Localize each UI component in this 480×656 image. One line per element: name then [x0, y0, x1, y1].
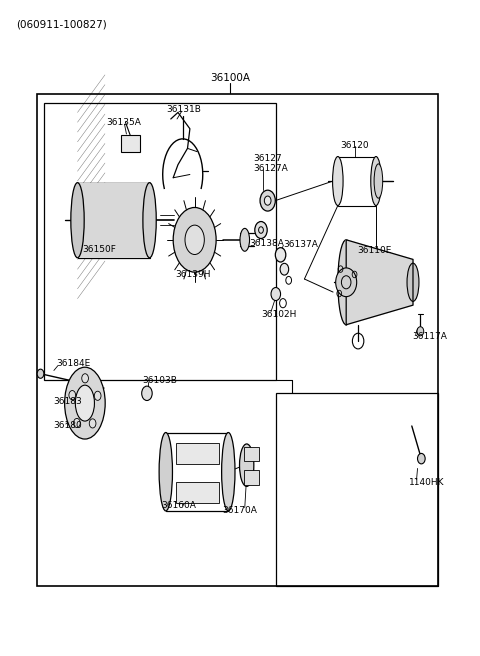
Bar — [37, 94, 438, 586]
Ellipse shape — [143, 182, 156, 258]
Circle shape — [69, 390, 75, 400]
Bar — [77, 182, 150, 258]
Ellipse shape — [407, 263, 419, 301]
Ellipse shape — [75, 385, 95, 421]
Text: 36138A: 36138A — [250, 239, 285, 247]
Ellipse shape — [222, 432, 235, 511]
Ellipse shape — [371, 157, 381, 205]
Ellipse shape — [333, 157, 343, 205]
Text: 36184E: 36184E — [56, 359, 91, 369]
Ellipse shape — [240, 444, 254, 486]
Circle shape — [264, 196, 271, 205]
Ellipse shape — [71, 182, 84, 258]
Text: 36100A: 36100A — [210, 73, 251, 83]
Text: 36137A: 36137A — [283, 240, 318, 249]
Text: 36150F: 36150F — [83, 245, 116, 254]
Circle shape — [73, 419, 80, 428]
Text: 36103B: 36103B — [142, 376, 177, 385]
Circle shape — [89, 419, 96, 428]
Ellipse shape — [374, 164, 383, 198]
Circle shape — [255, 222, 267, 239]
Circle shape — [276, 248, 286, 262]
Ellipse shape — [65, 367, 105, 439]
Bar — [77, 182, 150, 258]
Text: 36160A: 36160A — [161, 501, 196, 510]
Circle shape — [260, 190, 276, 211]
Ellipse shape — [185, 225, 204, 255]
Text: 36139H: 36139H — [176, 270, 211, 279]
Circle shape — [280, 263, 288, 275]
Text: 36183: 36183 — [53, 397, 82, 405]
Bar — [176, 482, 218, 503]
Circle shape — [82, 374, 88, 383]
Ellipse shape — [240, 228, 250, 251]
Ellipse shape — [159, 432, 172, 511]
Bar — [44, 102, 276, 380]
Text: 36180: 36180 — [53, 422, 82, 430]
Text: (060911-100827): (060911-100827) — [16, 19, 107, 30]
Circle shape — [417, 327, 424, 336]
Bar — [244, 470, 259, 485]
Circle shape — [336, 268, 357, 297]
Text: 36170A: 36170A — [222, 506, 257, 516]
Circle shape — [271, 287, 281, 300]
Bar — [244, 447, 259, 461]
Text: 1140HK: 1140HK — [409, 478, 445, 487]
Polygon shape — [346, 240, 413, 325]
Text: 36131B: 36131B — [166, 105, 201, 113]
Text: 36135A: 36135A — [107, 117, 141, 127]
Text: 36117A: 36117A — [412, 332, 447, 341]
Ellipse shape — [338, 240, 355, 325]
Text: 36120: 36120 — [340, 140, 369, 150]
Circle shape — [95, 391, 101, 400]
Text: 36110E: 36110E — [357, 247, 391, 255]
FancyBboxPatch shape — [120, 135, 140, 152]
Text: 36102H: 36102H — [262, 310, 297, 319]
Bar — [276, 394, 438, 586]
Text: 36127A: 36127A — [253, 164, 288, 173]
Circle shape — [37, 369, 44, 379]
Text: 36127: 36127 — [253, 154, 282, 163]
Bar — [176, 443, 218, 464]
Ellipse shape — [173, 207, 216, 272]
Circle shape — [142, 386, 152, 401]
Circle shape — [418, 453, 425, 464]
